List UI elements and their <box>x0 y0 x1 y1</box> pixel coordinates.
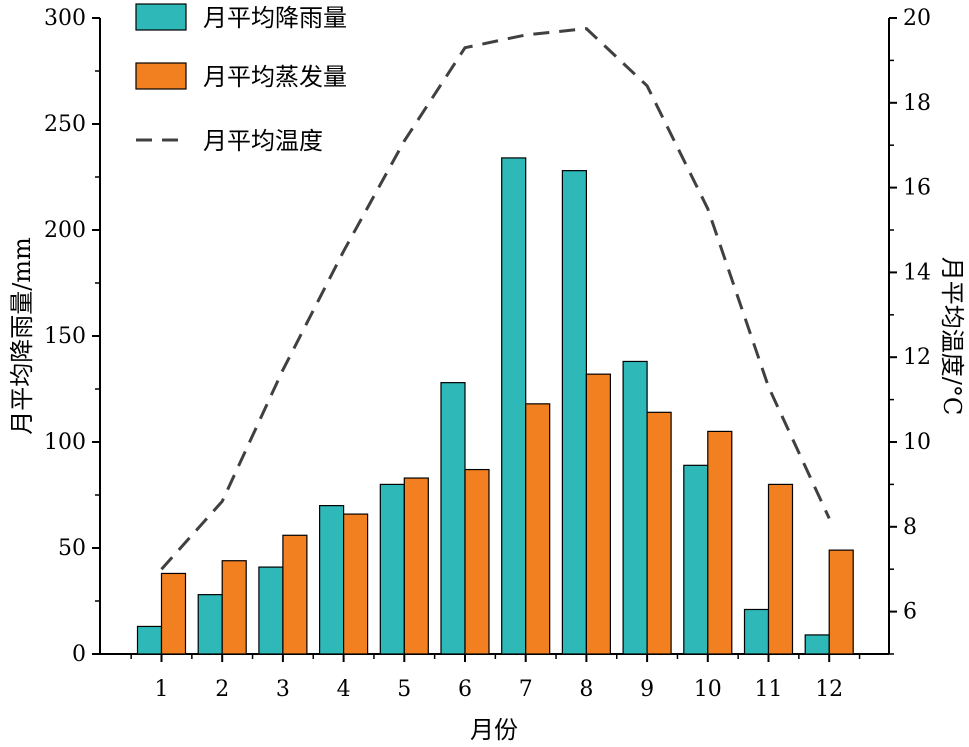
evaporation-bar <box>403 477 429 655</box>
evaporation-bar <box>585 373 612 655</box>
evaporation-bar <box>160 572 187 655</box>
y-right-tick-label: 20 <box>903 6 931 31</box>
legend-swatch <box>135 62 187 90</box>
y-right-tick-label: 8 <box>903 515 917 540</box>
x-tick-label: 11 <box>755 677 783 702</box>
x-tick-label: 6 <box>458 677 472 702</box>
evaporation-bar <box>221 560 247 655</box>
y-right-tick-label: 18 <box>903 91 931 116</box>
legend-evaporation: 月平均蒸发量 <box>135 62 347 91</box>
y-left-tick-label: 250 <box>44 112 86 137</box>
legend-label: 月平均温度 <box>203 127 323 155</box>
x-tick-label: 4 <box>337 677 351 702</box>
x-tick-label: 5 <box>397 677 411 702</box>
y-right-tick-label: 16 <box>903 176 931 201</box>
rainfall-bar <box>379 483 405 655</box>
rainfall-bar <box>440 382 466 655</box>
legend-temperature: 月平均温度 <box>136 127 323 155</box>
rainfall-bar <box>804 634 830 655</box>
x-tick-label: 3 <box>276 677 290 702</box>
x-tick-label: 2 <box>215 677 229 702</box>
x-tick-label: 1 <box>155 677 169 702</box>
legend-label: 月平均蒸发量 <box>203 63 347 91</box>
rainfall-bar <box>136 625 163 655</box>
legend-swatch <box>135 3 187 31</box>
y-left-tick-label: 0 <box>72 642 86 667</box>
evaporation-bar <box>828 549 854 655</box>
bar-series <box>136 157 854 655</box>
evaporation-bar <box>767 483 794 655</box>
y-left-tick-label: 150 <box>44 324 86 349</box>
y-left-tick-label: 100 <box>44 430 86 455</box>
evaporation-bar <box>525 403 551 655</box>
y-left-tick-label: 200 <box>44 218 86 243</box>
evaporation-bar <box>464 468 490 655</box>
evaporation-bar <box>646 411 672 655</box>
x-tick-label: 8 <box>579 677 593 702</box>
rainfall-bar <box>197 594 223 655</box>
y-axis-right-title: 月平均温度/°C <box>938 257 966 415</box>
x-tick-label: 9 <box>640 677 654 702</box>
temperature-line <box>160 27 831 571</box>
legend-label: 月平均降雨量 <box>203 4 347 32</box>
y-left-tick-label: 50 <box>58 536 86 561</box>
x-axis-title: 月份 <box>470 716 518 744</box>
y-right-tick-label: 14 <box>903 260 931 285</box>
legend-rainfall: 月平均降雨量 <box>135 3 347 32</box>
evaporation-bar <box>282 534 308 655</box>
line-series <box>160 27 831 571</box>
x-tick-label: 10 <box>694 677 722 702</box>
y-right-tick-label: 6 <box>903 600 917 625</box>
rainfall-bar <box>319 505 345 655</box>
y-right-tick-label: 12 <box>903 345 931 370</box>
rainfall-bar <box>683 464 709 655</box>
rainfall-bar <box>258 566 284 655</box>
evaporation-bar <box>343 513 369 655</box>
y-left-tick-label: 300 <box>44 6 86 31</box>
x-tick-label: 7 <box>519 677 533 702</box>
rainfall-bar <box>622 360 648 655</box>
rainfall-bar <box>743 608 770 655</box>
y-axis-left-title: 月平均降雨量/mm <box>8 237 36 435</box>
evaporation-bar <box>707 430 733 655</box>
rainfall-bar <box>561 170 588 655</box>
rainfall-bar <box>501 157 527 655</box>
y-right-tick-label: 10 <box>903 430 931 455</box>
x-tick-label: 12 <box>815 677 843 702</box>
